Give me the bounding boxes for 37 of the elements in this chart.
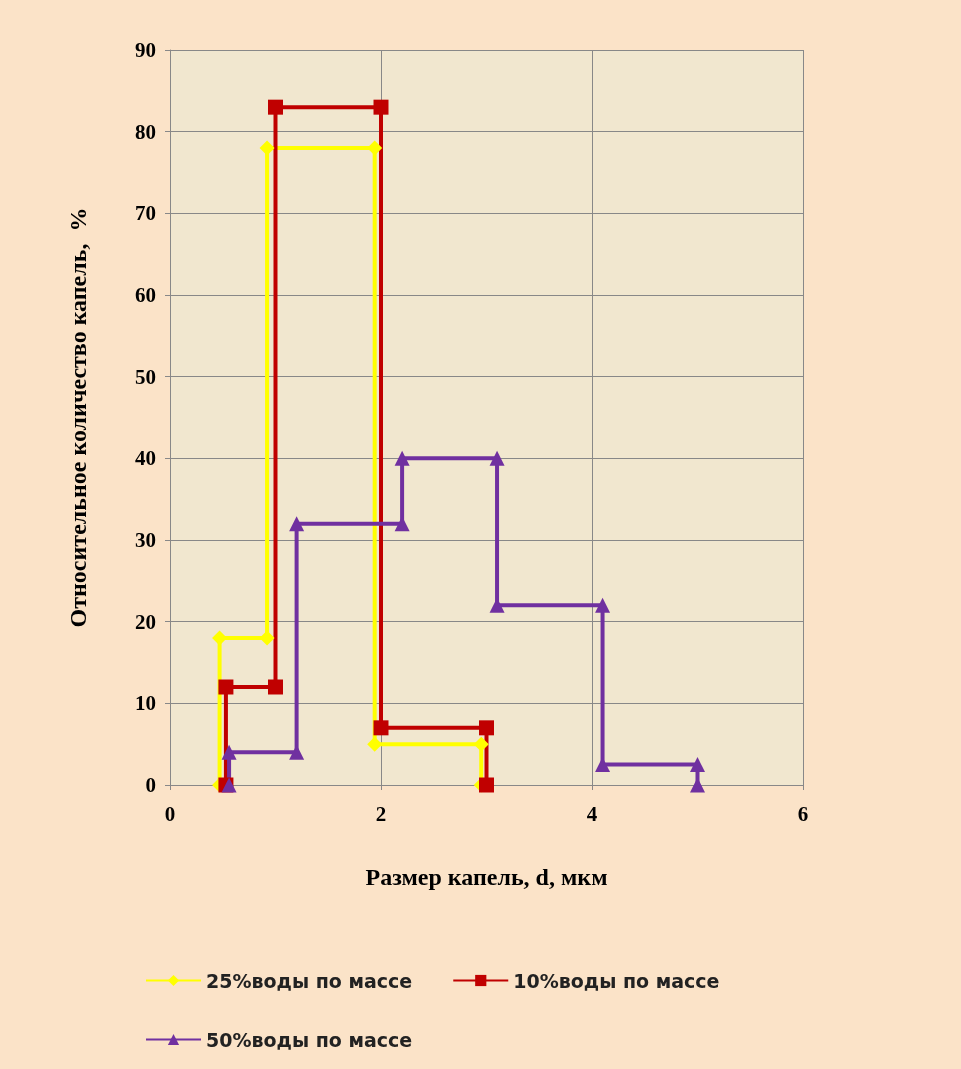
point: [489, 450, 505, 466]
point: [289, 516, 305, 532]
x-tick-label: 4: [586, 801, 598, 826]
point: [473, 736, 489, 752]
legend-label: 25%воды по массе: [206, 969, 413, 992]
y-tick-label: 0: [145, 773, 156, 797]
point: [218, 679, 234, 695]
y-tick-label: 80: [135, 119, 156, 144]
point: [268, 99, 283, 115]
point: [367, 736, 383, 752]
point: [373, 720, 389, 736]
x-tick-label: 2: [375, 801, 387, 826]
point: [479, 720, 494, 736]
point: [373, 99, 389, 115]
y-tick-label: 30: [135, 528, 156, 552]
y-tick-label: 60: [135, 283, 156, 307]
point: [690, 757, 705, 773]
y-tick-label: 20: [135, 609, 156, 634]
y-tick-label: 70: [135, 201, 156, 226]
legend-label: 10%воды по массе: [513, 969, 720, 992]
y-axis-title: Относительное количество капель, %: [65, 207, 91, 628]
point: [221, 744, 237, 760]
x-tick-label: 0: [164, 801, 176, 826]
legend-label: 50%воды по массе: [206, 1028, 413, 1051]
point: [394, 450, 410, 466]
x-tick-label: 6: [797, 801, 809, 826]
x-axis-title: Размер капель, d, мкм: [365, 864, 608, 890]
point: [259, 140, 275, 156]
y-tick-label: 90: [135, 38, 156, 62]
y-tick-label: 40: [135, 446, 156, 471]
point: [268, 679, 283, 695]
y-tick-label: 50: [135, 364, 156, 389]
point: [479, 777, 494, 793]
y-tick-label: 10: [135, 691, 156, 716]
point: [367, 140, 383, 156]
point: [595, 597, 611, 613]
point: [259, 630, 275, 646]
